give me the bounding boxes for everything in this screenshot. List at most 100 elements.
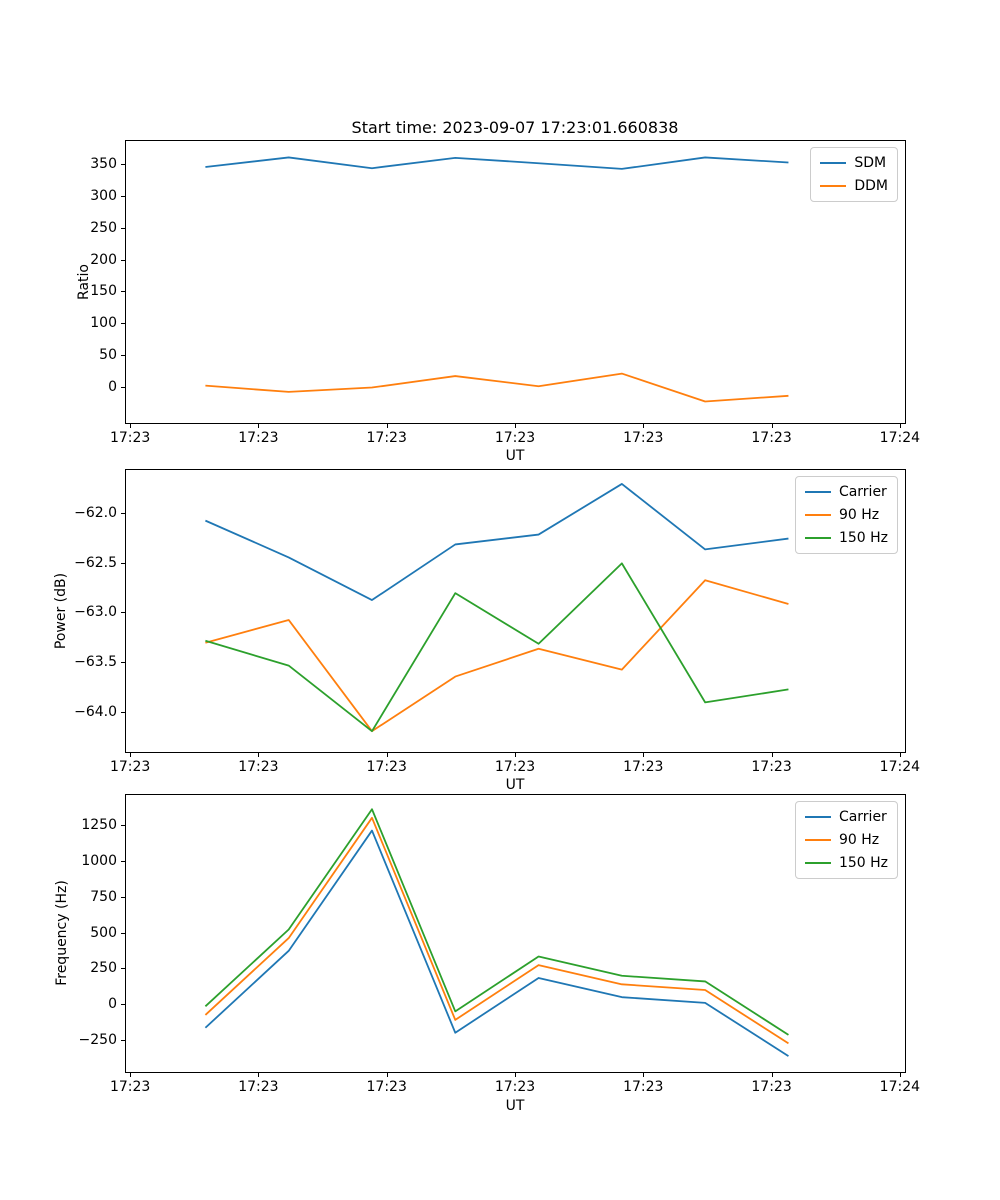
legend-label: 150 Hz	[838, 530, 888, 546]
series-svg	[205, 156, 789, 403]
x-tick-mark	[258, 753, 260, 757]
x-tick-label: 17:23	[494, 1079, 536, 1095]
legend: Carrier 90 Hz 150 Hz	[794, 801, 898, 879]
x-tick-mark	[771, 1073, 773, 1077]
y-tick-label: 300	[90, 187, 117, 204]
y-tick-label: 200	[90, 251, 117, 268]
legend-entry: Carrier	[804, 809, 888, 825]
y-tick-mark	[121, 662, 125, 664]
x-tick-mark	[643, 424, 645, 428]
x-tick-label: 17:23	[494, 430, 536, 446]
y-tick-mark	[121, 861, 125, 863]
x-tick-mark	[515, 1073, 516, 1077]
y-tick-label: −64.0	[74, 704, 117, 721]
legend-label: 90 Hz	[838, 507, 880, 523]
x-tick-mark	[643, 753, 645, 757]
series-line-90-hz	[205, 579, 789, 733]
x-tick-label: 17:23	[751, 1079, 792, 1095]
y-tick-mark	[121, 712, 125, 714]
x-tick-label: 17:23	[366, 1079, 407, 1095]
y-tick-label: 1000	[81, 853, 117, 870]
series-line-ddm	[205, 372, 789, 403]
y-tick-mark	[121, 259, 125, 261]
series-line-carrier	[204, 829, 789, 1057]
x-tick-label: 17:23	[238, 1079, 279, 1095]
y-tick-mark	[121, 164, 125, 166]
y-tick-label: 250	[90, 960, 117, 977]
y-tick-label: 50	[99, 346, 117, 363]
series-line-90-hz	[204, 816, 789, 1045]
legend-label: DDM	[854, 178, 888, 194]
y-tick-label: 250	[90, 219, 117, 236]
x-tick-mark	[515, 424, 516, 428]
series-line-150-hz	[205, 562, 789, 733]
x-tick-label: 17:24	[879, 430, 921, 446]
y-tick-mark	[121, 195, 125, 197]
legend-entry: 90 Hz	[804, 507, 888, 523]
y-tick-label: 0	[108, 378, 117, 395]
legend-line-swatch	[804, 816, 831, 818]
x-tick-mark	[386, 753, 388, 757]
x-tick-mark	[899, 753, 901, 757]
legend-label: SDM	[854, 155, 887, 171]
y-tick-mark	[121, 896, 125, 898]
y-tick-mark	[121, 1004, 125, 1005]
x-axis-label: UT	[505, 777, 525, 793]
x-tick-label: 17:23	[109, 430, 151, 446]
y-tick-mark	[121, 1039, 125, 1041]
legend-line-swatch	[804, 514, 831, 516]
x-tick-label: 17:23	[751, 430, 792, 446]
legend-line-swatch	[820, 185, 847, 187]
x-tick-mark	[899, 1073, 901, 1077]
legend-line-swatch	[804, 839, 831, 841]
plot-area: SDM DDM	[125, 140, 906, 424]
y-tick-mark	[121, 291, 125, 293]
legend-line-swatch	[804, 862, 831, 864]
x-tick-mark	[771, 424, 773, 428]
legend-entry: 150 Hz	[804, 530, 888, 546]
legend-line-swatch	[820, 162, 847, 164]
x-tick-label: 17:23	[623, 759, 664, 775]
x-tick-mark	[130, 753, 132, 757]
series-line-sdm	[205, 156, 789, 170]
legend-label: 150 Hz	[838, 855, 888, 871]
y-tick-mark	[121, 512, 125, 514]
y-tick-label: 100	[90, 315, 117, 332]
x-tick-mark	[386, 424, 388, 428]
legend-label: Carrier	[838, 484, 887, 500]
y-tick-label: −62.5	[74, 554, 117, 571]
x-tick-label: 17:23	[366, 430, 407, 446]
x-tick-mark	[130, 424, 132, 428]
x-tick-label: 17:24	[879, 1079, 921, 1095]
x-tick-label: 17:23	[494, 759, 536, 775]
x-tick-label: 17:23	[366, 759, 407, 775]
plot-area: Carrier 90 Hz 150 Hz	[125, 794, 906, 1073]
legend-entry: DDM	[820, 178, 888, 194]
legend-label: 90 Hz	[838, 832, 880, 848]
legend-entry: 90 Hz	[804, 832, 888, 848]
y-tick-mark	[121, 612, 125, 614]
series-line-carrier	[205, 483, 789, 601]
series-svg	[205, 483, 789, 733]
legend-entry: Carrier	[804, 484, 888, 500]
x-tick-label: 17:23	[109, 759, 151, 775]
x-tick-mark	[643, 1073, 645, 1077]
figure-title: Start time: 2023-09-07 17:23:01.660838	[351, 118, 679, 137]
y-tick-label: 150	[90, 283, 117, 300]
y-tick-mark	[121, 354, 125, 356]
x-tick-mark	[130, 1073, 132, 1077]
x-axis-label: UT	[505, 1098, 525, 1114]
legend-label: Carrier	[838, 809, 887, 825]
legend: SDM DDM	[810, 147, 898, 202]
legend-entry: SDM	[820, 155, 888, 171]
legend-entry: 150 Hz	[804, 855, 888, 871]
x-tick-label: 17:23	[751, 759, 792, 775]
series-svg	[204, 808, 789, 1057]
x-tick-label: 17:23	[623, 430, 664, 446]
x-tick-mark	[258, 424, 260, 428]
x-tick-label: 17:23	[238, 759, 279, 775]
y-tick-label: 500	[90, 924, 117, 941]
y-tick-mark	[121, 968, 125, 970]
